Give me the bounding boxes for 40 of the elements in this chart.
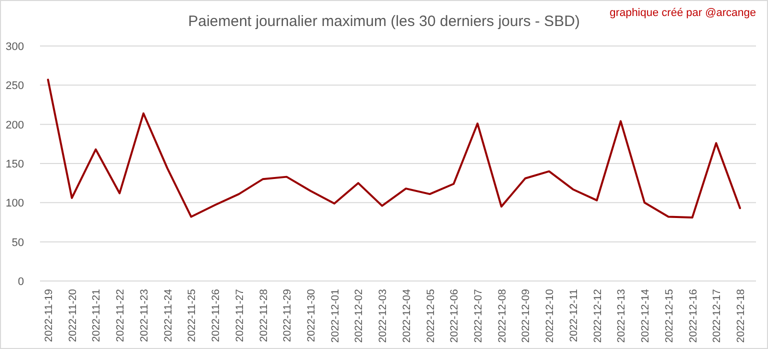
x-tick-label: 2022-12-05 (424, 288, 437, 343)
y-tick-label: 300 (6, 41, 24, 53)
x-tick-label: 2022-12-02 (353, 288, 366, 343)
x-tick-label: 2022-11-19 (43, 288, 55, 342)
x-tick-label: 2022-12-08 (496, 288, 508, 343)
x-tick-label: 2022-12-07 (472, 288, 485, 343)
x-tick-label: 2022-12-17 (711, 288, 724, 343)
x-tick-label: 2022-11-21 (90, 288, 103, 342)
x-tick-label: 2022-12-15 (663, 288, 676, 343)
y-tick-label: 200 (6, 119, 24, 132)
x-tick-label: 2022-12-11 (568, 288, 580, 342)
x-tick-label: 2022-11-20 (66, 288, 79, 342)
x-tick-label: 2022-12-13 (616, 288, 628, 343)
x-tick-label: 2022-12-09 (520, 288, 532, 343)
x-tick-label: 2022-11-27 (234, 288, 246, 342)
x-tick-label: 2022-11-29 (282, 288, 294, 342)
x-tick-label: 2022-11-25 (186, 288, 198, 342)
y-tick-label: 250 (6, 80, 24, 92)
x-tick-label: 2022-11-26 (210, 288, 222, 342)
chart-title: Paiement journalier maximum (les 30 derniers jours - SBD) (188, 13, 580, 30)
x-tick-label: 2022-12-14 (640, 288, 652, 343)
x-tick-label: 2022-12-12 (592, 288, 604, 343)
y-tick-label: 100 (6, 198, 24, 210)
y-tick-label: 150 (6, 158, 24, 170)
x-tick-label: 2022-11-30 (305, 288, 318, 342)
x-tick-label: 2022-12-16 (687, 288, 700, 343)
x-tick-label: 2022-11-23 (138, 288, 150, 342)
x-tick-label: 2022-12-04 (400, 288, 413, 343)
y-tick-label: 50 (12, 236, 24, 249)
line-series (47, 78, 741, 219)
x-tick-label: 2022-12-01 (329, 288, 342, 343)
text: graphique créé par @arcange (610, 7, 756, 19)
x-tick-label: 2022-11-22 (114, 288, 127, 342)
x-tick-label: 2022-12-06 (448, 288, 461, 343)
x-tick-label: 2022-11-28 (258, 288, 270, 342)
x-tick-label: 2022-12-10 (544, 288, 556, 343)
x-tick-label: 2022-12-03 (377, 288, 390, 343)
x-tick-label: 2022-11-24 (162, 288, 174, 342)
x-tick-label: 2022-12-18 (735, 288, 747, 343)
y-tick-label: 0 (18, 276, 24, 288)
